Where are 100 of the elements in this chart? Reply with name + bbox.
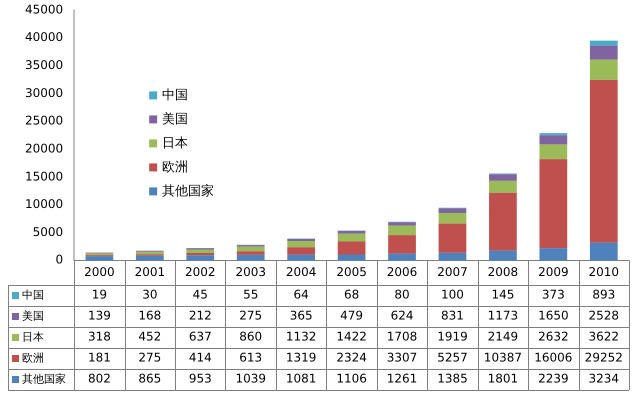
data-label: 365: [290, 308, 313, 323]
data-label: 30: [142, 288, 158, 302]
data-label: 2528: [588, 308, 620, 323]
data-label: 19: [92, 288, 108, 302]
y-tick-label: 5000: [32, 224, 64, 239]
data-label: 2632: [538, 330, 569, 344]
text: 美国: [22, 309, 44, 322]
data-label: 1106: [336, 372, 367, 386]
text: 欧洲: [22, 351, 44, 364]
data-label: 5257: [437, 350, 468, 365]
data-label: 2324: [336, 350, 367, 365]
x-tick-label: 2010: [588, 264, 620, 279]
y-tick-label: 20000: [24, 141, 64, 156]
y-tick-label: 45000: [24, 2, 64, 16]
bar: [590, 242, 618, 261]
data-label: 831: [441, 308, 464, 323]
bar: [438, 208, 466, 213]
data-label: 212: [188, 308, 212, 323]
bar: [236, 254, 265, 261]
legend-label: 欧洲: [162, 160, 188, 175]
data-label: 865: [138, 372, 162, 386]
bar: [186, 249, 214, 253]
bar: [338, 234, 366, 242]
bar: [438, 224, 466, 253]
bar: [590, 80, 618, 243]
data-label: 68: [344, 288, 360, 302]
bar: [539, 135, 568, 144]
data-label: 802: [88, 372, 111, 386]
data-label: 100: [441, 288, 464, 302]
data-label: 893: [592, 288, 616, 302]
data-label: 16006: [534, 350, 572, 365]
data-label: 64: [294, 288, 309, 302]
x-tick-label: 2007: [437, 264, 468, 279]
data-label: 3234: [588, 372, 620, 386]
data-label: 479: [340, 308, 364, 323]
data-label: 181: [88, 350, 111, 365]
y-tick-label: 40000: [24, 30, 64, 44]
data-label: 1173: [488, 308, 518, 323]
x-tick-label: 2000: [84, 264, 115, 279]
data-label: 1422: [336, 330, 367, 344]
data-label: 3622: [588, 330, 620, 344]
data-label: 1081: [286, 372, 316, 386]
bar: [86, 256, 114, 261]
bar: [539, 159, 568, 248]
data-label: 318: [88, 330, 111, 344]
data-label: 3307: [386, 350, 418, 365]
bar: [287, 254, 316, 261]
text: 日本: [22, 330, 44, 344]
bar: [338, 254, 366, 261]
y-tick-label: 0: [56, 252, 64, 267]
data-label: 80: [394, 288, 410, 302]
legend-label: 日本: [162, 136, 188, 151]
bar: [590, 46, 618, 60]
bar: [136, 256, 164, 261]
data-label: 1801: [488, 372, 518, 386]
bar: [489, 192, 517, 251]
text: 其他国家: [22, 372, 66, 386]
data-label: 2149: [488, 330, 518, 344]
bar: [388, 226, 416, 236]
bar: [539, 144, 568, 160]
x-tick-label: 2005: [336, 264, 367, 279]
data-label: 10387: [484, 350, 522, 365]
y-tick-label: 15000: [24, 169, 64, 184]
y-tick-label: 30000: [24, 86, 64, 100]
bar: [489, 174, 517, 181]
data-label: 637: [188, 330, 212, 344]
text: 中国: [22, 288, 44, 302]
y-tick-label: 25000: [24, 114, 64, 128]
x-tick-label: 2001: [134, 264, 166, 279]
bar: [338, 230, 366, 234]
bar: [186, 252, 214, 256]
x-tick-label: 2003: [235, 264, 266, 279]
data-label: 145: [491, 288, 514, 302]
data-label: 1319: [286, 350, 316, 365]
bar: [236, 251, 265, 255]
data-label: 1650: [538, 308, 569, 323]
bar: [438, 212, 466, 224]
data-label: 275: [239, 308, 262, 323]
bar: [338, 242, 366, 254]
data-label: 613: [239, 350, 262, 365]
bar: [438, 252, 466, 261]
data-label: 55: [243, 288, 258, 302]
data-label: 275: [138, 350, 162, 365]
data-label: 2239: [538, 372, 569, 386]
bar: [590, 60, 618, 80]
legend-label: 其他国家: [162, 182, 214, 199]
data-label: 452: [138, 330, 162, 344]
data-label: 139: [88, 308, 111, 323]
data-label: 1132: [286, 330, 316, 344]
data-label: 624: [390, 308, 414, 323]
data-label: 1261: [386, 372, 418, 386]
data-label: 860: [239, 330, 262, 344]
data-label: 1385: [437, 372, 468, 386]
data-label: 1708: [386, 330, 418, 344]
bar: [186, 255, 214, 261]
data-label: 168: [138, 308, 162, 323]
x-tick-label: 2008: [488, 264, 518, 279]
bar: [287, 240, 316, 248]
data-label: 45: [192, 288, 208, 302]
bar: [287, 247, 316, 255]
